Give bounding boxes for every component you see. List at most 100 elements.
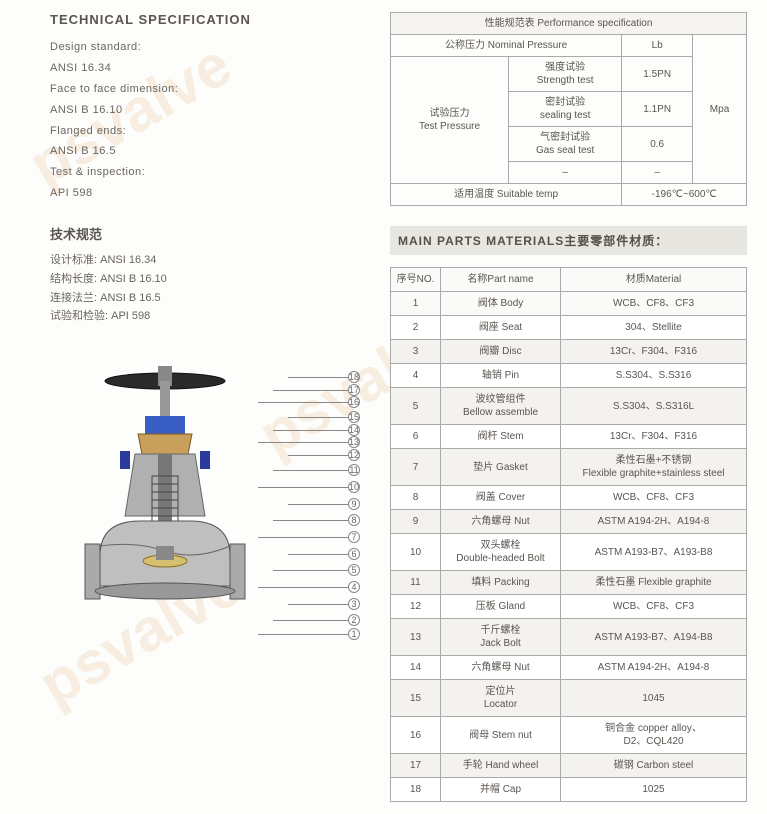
callout-13: 13 (348, 436, 360, 448)
performance-table: 性能规范表 Performance specification 公称压力 Nom… (390, 12, 747, 206)
parts-cell-mat: WCB、CF8、CF3 (561, 486, 747, 510)
callout-line (273, 470, 348, 471)
spec-line: ANSI B 16.10 (50, 100, 360, 121)
parts-cell-mat: 1045 (561, 680, 747, 717)
callout-5: 5 (348, 564, 360, 576)
parts-cell-no: 17 (391, 754, 441, 778)
callout-12: 12 (348, 449, 360, 461)
parts-cell-mat: 碳钢 Carbon steel (561, 754, 747, 778)
parts-row: 2阀座 Seat304、Stellite (391, 316, 747, 340)
callout-line (288, 504, 348, 505)
spec-line: API 598 (50, 183, 360, 204)
parts-cell-no: 14 (391, 656, 441, 680)
parts-cell-mat: S.S304、S.S316L (561, 388, 747, 425)
parts-cell-name: 轴销 Pin (441, 364, 561, 388)
parts-title: MAIN PARTS MATERIALS主要零部件材质： (390, 226, 747, 255)
parts-cell-no: 16 (391, 717, 441, 754)
valve-diagram: 181716151413121110987654321 (50, 356, 360, 666)
perf-title: 性能规范表 Performance specification (391, 13, 747, 35)
parts-cell-name: 手轮 Hand wheel (441, 754, 561, 778)
parts-cell-name: 阀座 Seat (441, 316, 561, 340)
parts-cell-name: 阀体 Body (441, 292, 561, 316)
parts-cell-no: 6 (391, 425, 441, 449)
parts-row: 10双头螺栓 Double-headed BoltASTM A193-B7、A1… (391, 534, 747, 571)
callout-14: 14 (348, 424, 360, 436)
parts-cell-name: 阀母 Stem nut (441, 717, 561, 754)
callout-line (273, 570, 348, 571)
parts-row: 5波纹管组件 Bellow assembleS.S304、S.S316L (391, 388, 747, 425)
callout-line (258, 442, 348, 443)
parts-row: 17手轮 Hand wheel碳钢 Carbon steel (391, 754, 747, 778)
parts-row: 4轴销 PinS.S304、S.S316 (391, 364, 747, 388)
parts-row: 14六角螺母 NutASTM A194-2H、A194-8 (391, 656, 747, 680)
parts-cell-name: 波纹管组件 Bellow assemble (441, 388, 561, 425)
callout-line (288, 417, 348, 418)
perf-test-val: 1.5PN (622, 57, 693, 92)
parts-cell-name: 垫片 Gasket (441, 449, 561, 486)
parts-cell-mat: WCB、CF8、CF3 (561, 292, 747, 316)
parts-cell-mat: 铜合金 copper alloy、 D2、CQL420 (561, 717, 747, 754)
callout-15: 15 (348, 411, 360, 423)
parts-cell-no: 3 (391, 340, 441, 364)
parts-row: 13千斤螺栓 Jack BoltASTM A193-B7、A194-B8 (391, 619, 747, 656)
perf-rowgroup: 试验压力 Test Pressure (391, 57, 509, 184)
callout-line (258, 487, 348, 488)
perf-temp-val: -196℃~600℃ (622, 184, 747, 206)
parts-cell-name: 阀盖 Cover (441, 486, 561, 510)
parts-row: 12压板 GlandWCB、CF8、CF3 (391, 595, 747, 619)
parts-cell-no: 2 (391, 316, 441, 340)
parts-cell-no: 10 (391, 534, 441, 571)
callout-line (288, 554, 348, 555)
callout-line (258, 537, 348, 538)
callout-line (288, 604, 348, 605)
parts-cell-no: 1 (391, 292, 441, 316)
tech-spec-title-en: TECHNICAL SPECIFICATION (50, 12, 360, 27)
callout-8: 8 (348, 514, 360, 526)
spec-line: ANSI B 16.5 (50, 141, 360, 162)
parts-table: 序号NO. 名称Part name 材质Material 1阀体 BodyWCB… (390, 267, 747, 802)
parts-cell-no: 11 (391, 571, 441, 595)
parts-cell-mat: 柔性石墨 Flexible graphite (561, 571, 747, 595)
callout-9: 9 (348, 498, 360, 510)
callout-line (258, 402, 348, 403)
parts-cell-name: 阀杆 Stem (441, 425, 561, 449)
valve-cross-section-icon (50, 356, 290, 656)
callout-line (273, 390, 348, 391)
parts-cell-name: 阀瓣 Disc (441, 340, 561, 364)
parts-row: 11填料 Packing柔性石墨 Flexible graphite (391, 571, 747, 595)
parts-cell-name: 六角螺母 Nut (441, 510, 561, 534)
spec-line: 结构长度: ANSI B 16.10 (50, 270, 360, 289)
callout-line (273, 430, 348, 431)
parts-row: 9六角螺母 NutASTM A194-2H、A194-8 (391, 510, 747, 534)
perf-test-val: – (622, 162, 693, 184)
callout-17: 17 (348, 384, 360, 396)
perf-test-name: 强度试验 Strength test (509, 57, 622, 92)
parts-cell-no: 15 (391, 680, 441, 717)
callout-line (258, 587, 348, 588)
parts-cell-mat: WCB、CF8、CF3 (561, 595, 747, 619)
tech-spec-list-en: Design standard: ANSI 16.34 Face to face… (50, 37, 360, 204)
parts-row: 8阀盖 CoverWCB、CF8、CF3 (391, 486, 747, 510)
parts-cell-no: 13 (391, 619, 441, 656)
callout-line (288, 455, 348, 456)
perf-col-nominal: 公称压力 Nominal Pressure (391, 35, 622, 57)
parts-cell-name: 六角螺母 Nut (441, 656, 561, 680)
spec-line: Flanged ends: (50, 121, 360, 142)
perf-test-val: 1.1PN (622, 92, 693, 127)
parts-cell-name: 定位片 Locator (441, 680, 561, 717)
parts-cell-mat: ASTM A194-2H、A194-8 (561, 510, 747, 534)
perf-unit: Mpa (693, 35, 747, 184)
parts-cell-no: 5 (391, 388, 441, 425)
callout-6: 6 (348, 548, 360, 560)
parts-cell-name: 千斤螺栓 Jack Bolt (441, 619, 561, 656)
parts-cell-no: 12 (391, 595, 441, 619)
callout-16: 16 (348, 396, 360, 408)
parts-cell-name: 填料 Packing (441, 571, 561, 595)
parts-row: 16阀母 Stem nut铜合金 copper alloy、 D2、CQL420 (391, 717, 747, 754)
callout-18: 18 (348, 371, 360, 383)
perf-temp-label: 适用温度 Suitable temp (391, 184, 622, 206)
spec-line: 设计标准: ANSI 16.34 (50, 251, 360, 270)
perf-test-name: – (509, 162, 622, 184)
parts-cell-mat: 13Cr、F304、F316 (561, 340, 747, 364)
parts-cell-mat: ASTM A193-B7、A193-B8 (561, 534, 747, 571)
